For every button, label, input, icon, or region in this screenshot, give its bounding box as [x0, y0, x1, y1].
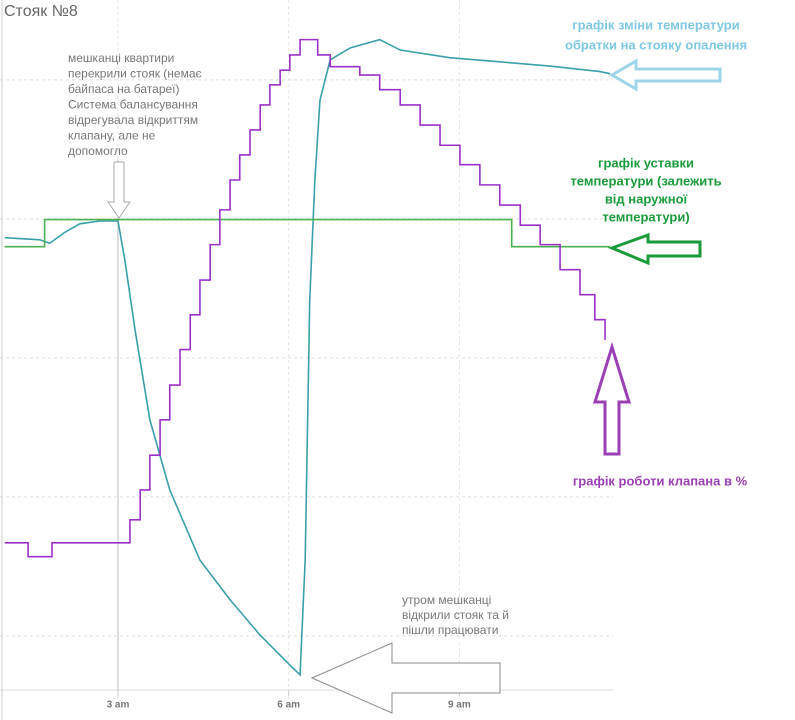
annotation-text: байпаса на батареї)	[68, 82, 180, 96]
annotation-text: мешканці квартири	[68, 51, 174, 65]
annotation-text: допомогло	[68, 144, 128, 158]
annotation-text: графік уставки	[598, 155, 694, 170]
annotation-text: обратки на стояку опалення	[565, 37, 747, 52]
annotation-text: відрегувала відкриттям	[68, 113, 198, 127]
series-line	[4, 38, 606, 558]
annotation-text: графік зміни температури	[572, 17, 740, 32]
x-tick-label: 3 am	[107, 700, 130, 711]
annotation-text: температури)	[602, 209, 689, 224]
arrow-purple	[592, 341, 632, 456]
x-tick-label: 6 am	[277, 700, 300, 711]
annotation-text: від наружної	[605, 191, 688, 206]
arrow-green	[607, 232, 702, 266]
annotation-text: клапану, але не	[68, 129, 156, 143]
arrow-gray	[310, 642, 501, 714]
annotation-text: Система балансування	[68, 98, 198, 112]
annotation-text: відкрили стояк та й	[402, 608, 509, 622]
series-line	[4, 38, 611, 677]
annotations: мешканці квартири перекрили стояк (немаєб…	[68, 17, 748, 637]
plot	[4, 38, 611, 677]
annotation-text: утром мешканці	[402, 593, 491, 607]
annotation-text: температури (залежить	[570, 173, 721, 188]
arrow-teal	[609, 58, 722, 92]
chart-title: Стояк №8	[4, 3, 78, 20]
arrow-down	[107, 161, 131, 219]
annotation-text: перекрили стояк (немає	[68, 67, 202, 81]
annotation-text: пішли працювати	[402, 623, 498, 637]
series-line	[4, 218, 611, 248]
x-tick-label: 9 am	[448, 700, 471, 711]
annotation-text: графік роботи клапана в %	[573, 473, 748, 488]
